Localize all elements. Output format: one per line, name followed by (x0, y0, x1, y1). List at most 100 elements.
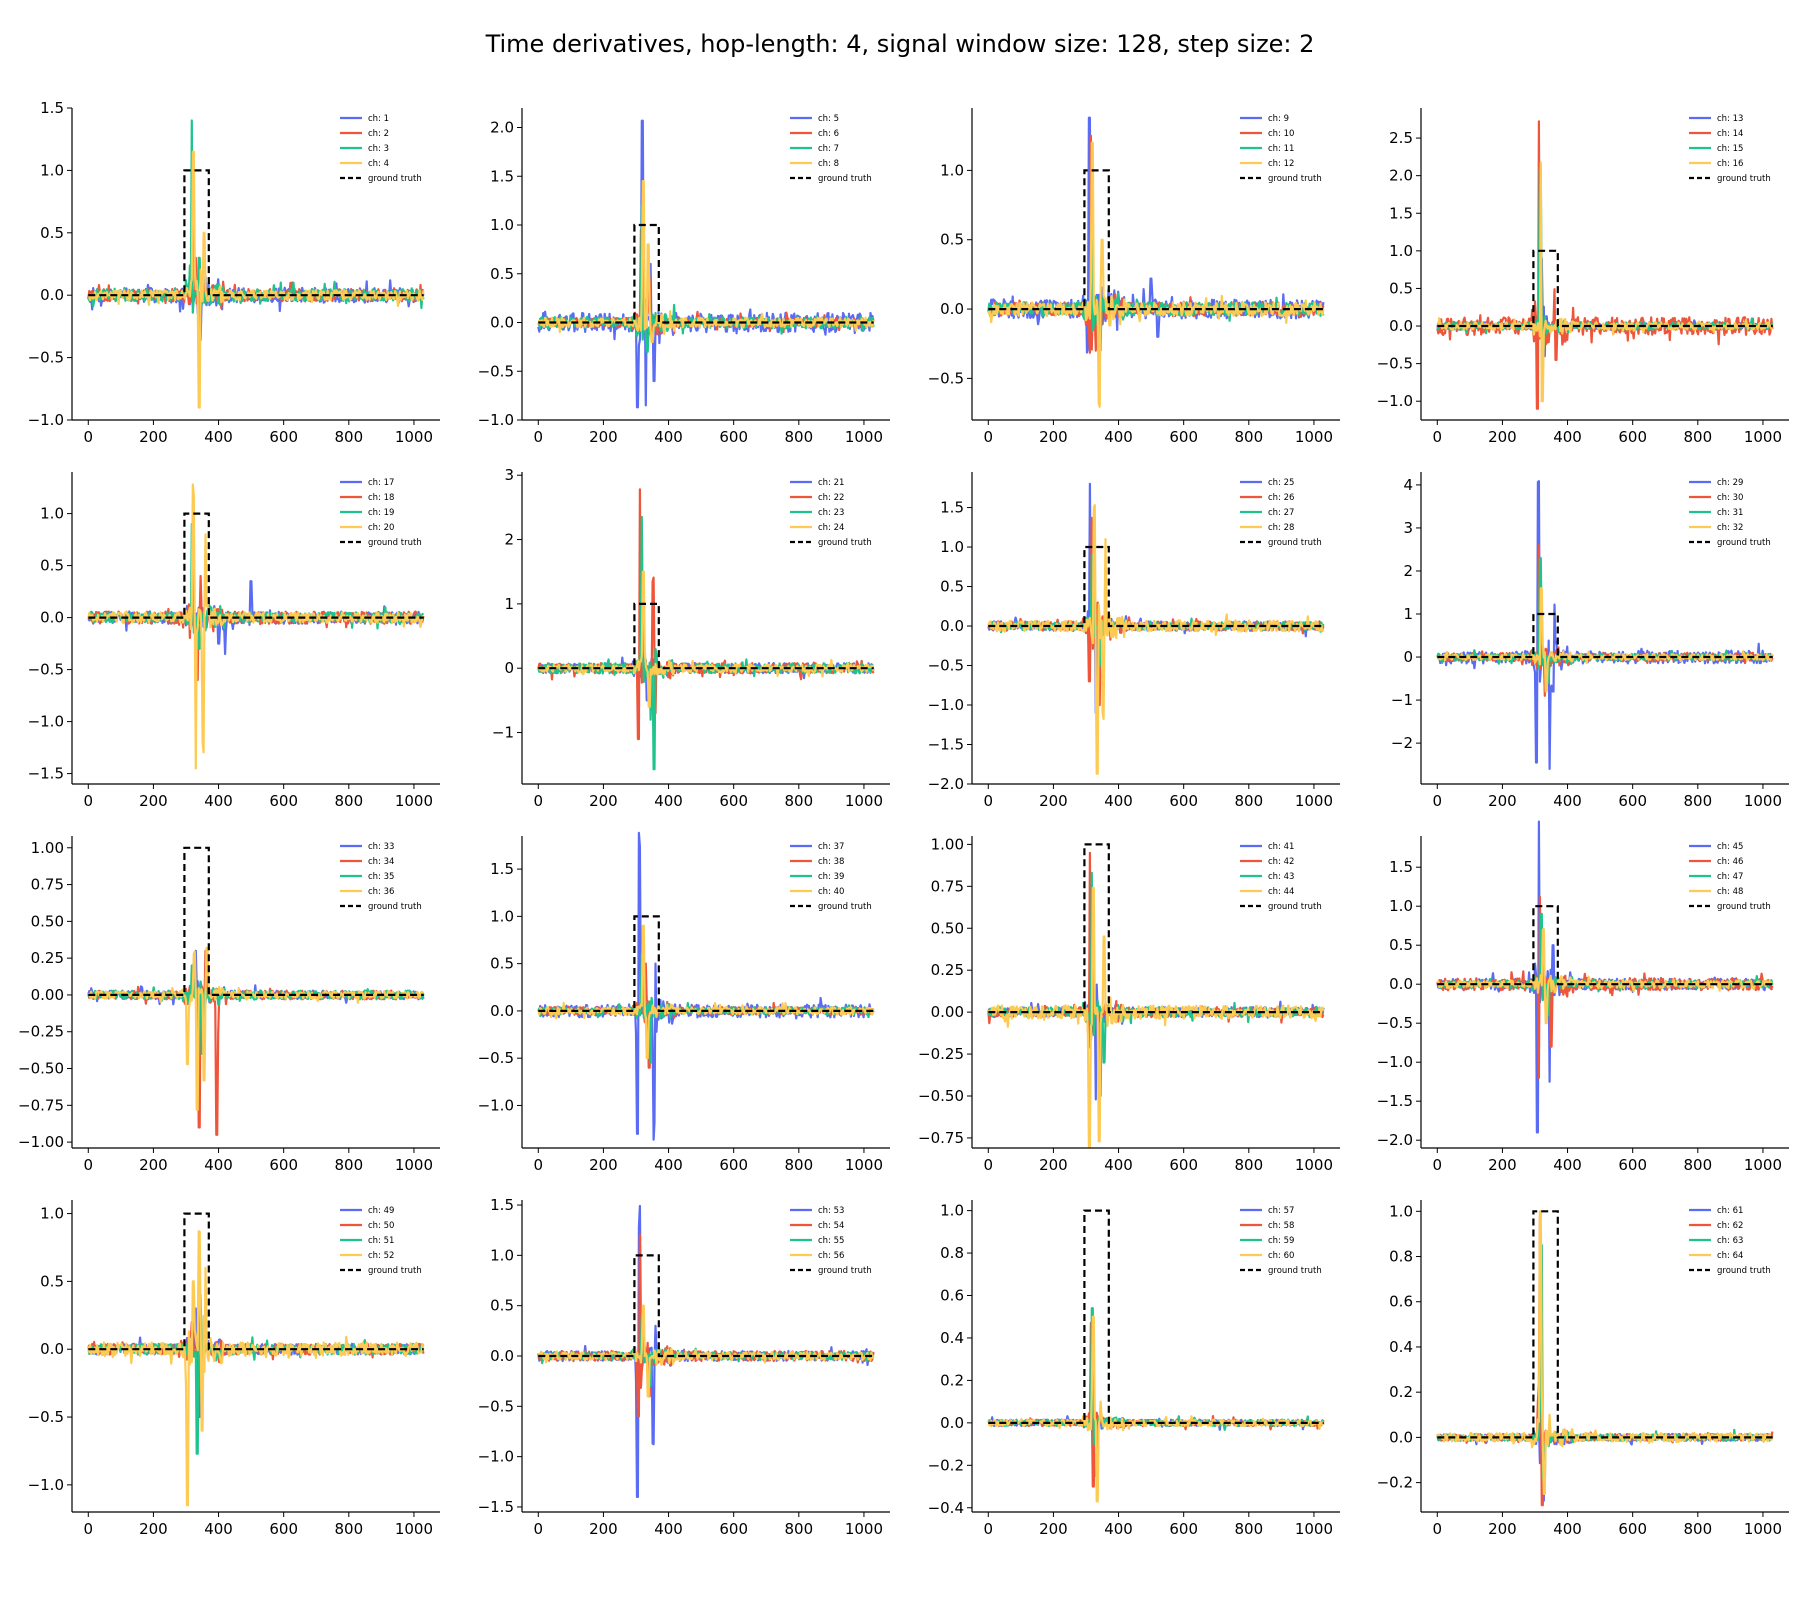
x-tick-label: 800 (1683, 1520, 1712, 1538)
legend-label: ch: 41 (1268, 842, 1294, 852)
x-tick-label: 600 (719, 792, 748, 810)
ground-truth-line (1437, 249, 1773, 328)
legend: ch: 29 ch: 30 ch: 31 ch: 32 ground truth (1689, 478, 1771, 548)
x-tick-label: 0 (534, 428, 544, 446)
x-tick-label: 0 (1433, 1520, 1443, 1538)
y-tick-label: 0.00 (931, 1003, 964, 1021)
y-tick-label: 0.5 (1389, 936, 1413, 954)
y-tick-label: 1.5 (490, 860, 514, 878)
legend-label: ground truth (818, 902, 872, 912)
y-tick-label: 0.0 (40, 286, 64, 304)
series-line-52 (87, 1230, 425, 1507)
ground-truth-line (988, 1209, 1324, 1425)
legend: ch: 37 ch: 38 ch: 39 ch: 40 ground truth (790, 842, 872, 912)
subplot-grid: 0 200 400 600 800 1000−1.0−0.50.00.51.01.5ch:… (18, 99, 1789, 1538)
y-tick-label: −0.4 (928, 1499, 964, 1517)
legend-label: ground truth (818, 1266, 872, 1276)
y-tick-label: 1.0 (940, 161, 964, 179)
y-tick-label: 0.25 (31, 949, 64, 967)
legend-label: ch: 60 (1268, 1251, 1294, 1261)
legend-label: ch: 64 (1717, 1251, 1743, 1261)
x-tick-label: 1000 (1744, 1156, 1782, 1174)
legend-label: ground truth (1268, 1266, 1322, 1276)
series-line-24 (537, 570, 875, 708)
legend-label: ch: 62 (1717, 1221, 1743, 1231)
y-tick-label: 0.5 (1389, 279, 1413, 297)
legend: ch: 57 ch: 58 ch: 59 ch: 60 ground truth (1240, 1206, 1322, 1276)
y-tick-label: −0.75 (18, 1096, 64, 1114)
legend-label: ch: 56 (818, 1251, 844, 1261)
y-tick-label: −0.5 (28, 349, 64, 367)
legend-label: ch: 17 (368, 478, 394, 488)
legend-label: ch: 2 (368, 129, 389, 139)
y-tick-label: −0.5 (478, 362, 514, 380)
y-tick-label: 3 (504, 466, 514, 484)
y-tick-label: 0 (1403, 648, 1413, 666)
y-tick-label: 4 (1403, 476, 1413, 494)
x-tick-label: 200 (1488, 428, 1517, 446)
subplot-2: 0 200 400 600 800 1000 −1.0 −0.5 0.0 0.5 1.0 1.5 2.0… (478, 108, 890, 446)
y-tick-label: −2 (1391, 734, 1413, 752)
ground-truth-line (88, 512, 424, 619)
legend-label: ch: 1 (368, 114, 389, 124)
x-tick-label: 400 (1104, 428, 1133, 446)
legend: ch: 61 ch: 62 ch: 63 ch: 64 ground truth (1689, 1206, 1771, 1276)
legend-label: ch: 59 (1268, 1236, 1294, 1246)
x-tick-label: 200 (1039, 1156, 1068, 1174)
y-tick-label: 1.0 (940, 538, 964, 556)
series-line-40 (537, 924, 875, 1060)
x-tick-label: 200 (1488, 1520, 1517, 1538)
y-tick-label: −0.5 (478, 1397, 514, 1415)
legend-label: ground truth (1717, 902, 1771, 912)
legend-label: ground truth (1268, 902, 1322, 912)
x-tick-label: 0 (534, 1520, 544, 1538)
y-tick-label: 0.5 (40, 1272, 64, 1290)
x-tick-label: 600 (269, 428, 298, 446)
x-tick-label: 0 (534, 792, 544, 810)
x-tick-label: 400 (1553, 792, 1582, 810)
y-tick-label: 0.5 (40, 557, 64, 575)
x-tick-label: 600 (1169, 428, 1198, 446)
ground-truth-line (538, 915, 874, 1013)
legend-label: ch: 53 (818, 1206, 844, 1216)
legend-label: ch: 11 (1268, 144, 1294, 154)
x-tick-label: 1000 (1744, 428, 1782, 446)
x-tick-label: 1000 (1295, 428, 1333, 446)
legend-label: ch: 14 (1717, 129, 1743, 139)
legend-label: ch: 55 (818, 1236, 844, 1246)
y-tick-label: 0.5 (490, 1297, 514, 1315)
y-tick-label: −1.0 (28, 1476, 64, 1494)
y-tick-label: −0.5 (28, 661, 64, 679)
x-tick-label: 1000 (1295, 1520, 1333, 1538)
legend-label: ch: 25 (1268, 478, 1294, 488)
y-tick-label: 0.0 (1389, 317, 1413, 335)
x-tick-label: 600 (1169, 1156, 1198, 1174)
y-tick-label: 2.0 (490, 119, 514, 137)
y-tick-label: 2 (1403, 562, 1413, 580)
subplot-4: 0 200 400 600 800 1000 −1.0 −0.5 0.0 0.5 1.0 1.5 2.0… (1377, 108, 1789, 446)
x-tick-label: 800 (334, 792, 363, 810)
series-line-57 (987, 1351, 1325, 1478)
series-line-63 (1436, 1244, 1773, 1484)
legend-label: ch: 26 (1268, 493, 1294, 503)
x-tick-label: 200 (1039, 428, 1068, 446)
legend-label: ground truth (1717, 174, 1771, 184)
legend-label: ch: 35 (368, 872, 394, 882)
x-tick-label: 400 (204, 1156, 233, 1174)
subplot-16: 0 200 400 600 800 1000 −0.2 0.0 0.2 0.4 0.6 0.8 1.0 c… (1377, 1200, 1789, 1538)
x-tick-label: 200 (139, 428, 168, 446)
x-tick-label: 600 (1618, 1520, 1647, 1538)
x-tick-label: 400 (654, 428, 683, 446)
legend: ch: 49 ch: 50 ch: 51 ch: 52 ground truth (340, 1206, 422, 1276)
y-tick-label: −0.5 (478, 1049, 514, 1067)
x-tick-label: 600 (269, 1520, 298, 1538)
y-tick-label: 1.5 (490, 1196, 514, 1214)
x-tick-label: 1000 (845, 792, 883, 810)
y-tick-label: 1.0 (940, 1202, 964, 1220)
legend: ch: 17 ch: 18 ch: 19 ch: 20 ground truth (340, 478, 422, 548)
y-tick-label: 0.75 (931, 877, 964, 895)
x-tick-label: 400 (1553, 1156, 1582, 1174)
x-tick-label: 0 (1433, 1156, 1443, 1174)
ground-truth-line (88, 846, 424, 997)
x-tick-label: 200 (139, 792, 168, 810)
